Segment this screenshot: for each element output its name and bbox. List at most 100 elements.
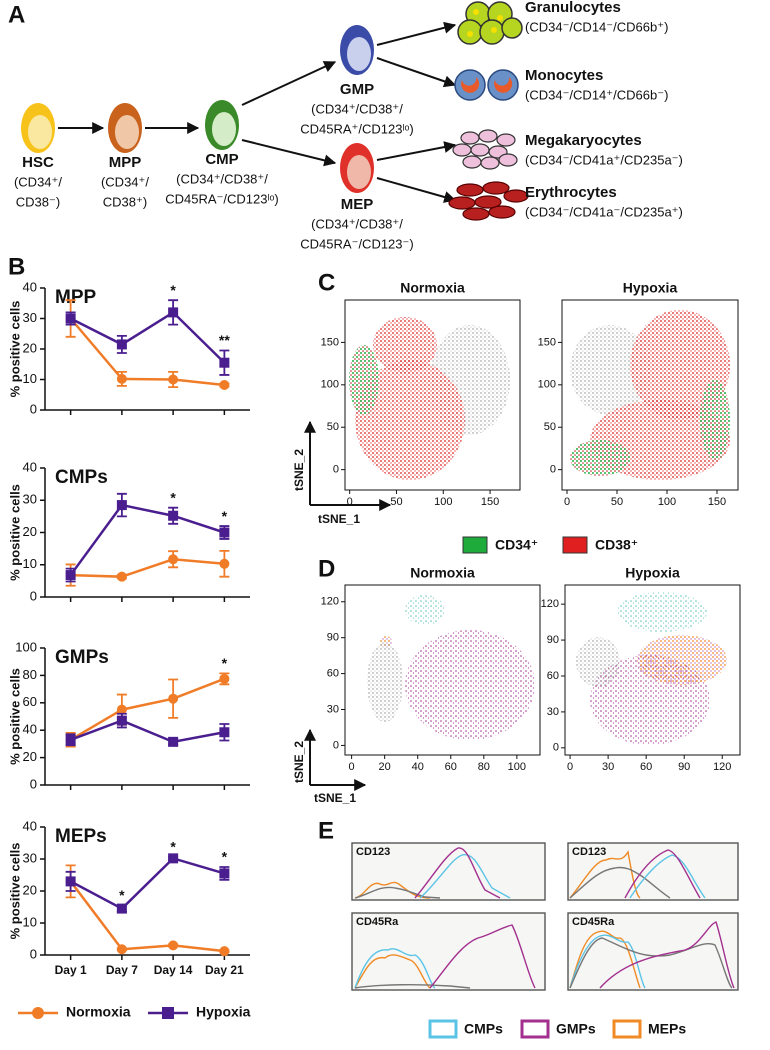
y-tick-label: 40 — [23, 818, 37, 833]
x-tick-label: Day 7 — [106, 963, 138, 977]
data-point — [219, 946, 230, 957]
node-label: MEP — [341, 196, 374, 213]
chart-title: MEPs — [55, 826, 107, 847]
y-tick-label: 10 — [23, 556, 37, 571]
y-tick-label: 120 — [541, 598, 559, 610]
y-tick-label: 100 — [538, 379, 556, 391]
panel-label: E — [318, 817, 334, 844]
y-tick-label: 30 — [23, 310, 37, 325]
y-axis-label: % positive cells — [7, 843, 22, 940]
x-tick-label: Day 1 — [55, 963, 87, 977]
y-tick-label: 0 — [30, 776, 37, 791]
axis-label: tSNE_1 — [318, 512, 360, 526]
y-tick-label: 150 — [321, 336, 339, 348]
y-tick-label: 120 — [321, 596, 339, 608]
y-tick-label: 80 — [23, 667, 37, 682]
data-point — [116, 339, 127, 350]
y-tick-label: 100 — [15, 639, 37, 654]
legend-marker — [162, 1007, 174, 1019]
y-tick-label: 60 — [547, 670, 559, 682]
x-tick-label: 0 — [347, 496, 353, 508]
x-tick-label: 100 — [508, 761, 526, 773]
node-markers: CD38⁻) — [16, 194, 60, 209]
axis-label: tSNE_2 — [292, 449, 306, 491]
node-label: MPP — [109, 154, 142, 171]
node-markers: (CD34⁺/ — [101, 174, 149, 189]
data-point — [116, 944, 127, 955]
node-markers: CD45RA⁻/CD123⁻) — [300, 236, 413, 251]
significance: ** — [219, 332, 230, 348]
panel-label: D — [318, 555, 335, 582]
significance: * — [170, 838, 176, 854]
node-markers: (CD34⁻/CD41a⁻/CD235a⁺) — [525, 204, 683, 219]
y-axis-label: % positive cells — [7, 301, 22, 398]
x-tick-label: 20 — [379, 761, 391, 773]
chart-title: MPP — [55, 287, 97, 308]
significance: * — [170, 489, 176, 505]
significance: * — [119, 887, 125, 903]
y-tick-label: 90 — [547, 634, 559, 646]
y-tick-label: 100 — [321, 379, 339, 391]
node-label: Erythrocytes — [525, 184, 617, 201]
y-tick-label: 20 — [23, 524, 37, 539]
node-markers: (CD34⁻/CD41a⁺/CD235a⁻) — [525, 152, 683, 167]
x-tick-label: 40 — [412, 761, 424, 773]
node-label: Monocytes — [525, 67, 603, 84]
significance: * — [222, 655, 228, 671]
data-point — [219, 379, 230, 390]
y-tick-label: 60 — [23, 694, 37, 709]
plot-frame — [564, 584, 741, 756]
panel-label: B — [8, 253, 25, 280]
series-line — [69, 317, 225, 387]
y-tick-label: 30 — [327, 703, 339, 715]
data-point — [116, 715, 127, 726]
x-tick-label: 0 — [567, 761, 573, 773]
significance: * — [222, 508, 228, 524]
data-point — [65, 313, 76, 324]
data-point — [168, 853, 179, 864]
y-tick-label: 30 — [23, 850, 37, 865]
legend-label: Hypoxia — [196, 1004, 251, 1020]
legend-label: Normoxia — [66, 1004, 131, 1020]
data-point — [168, 510, 179, 521]
node-label: HSC — [22, 154, 54, 171]
x-tick-label: 60 — [445, 761, 457, 773]
legend-swatch — [462, 536, 488, 554]
y-tick-label: 40 — [23, 279, 37, 294]
data-point — [168, 307, 179, 318]
legend-label: MEPs — [648, 1021, 686, 1037]
y-tick-label: 0 — [333, 464, 339, 476]
x-tick-label: 0 — [349, 761, 355, 773]
data-point — [65, 734, 76, 745]
x-tick-label: 60 — [640, 761, 652, 773]
x-tick-label: 50 — [390, 496, 402, 508]
series-line — [69, 880, 225, 953]
data-point — [168, 693, 179, 704]
node-markers: (CD34⁺/CD38⁺/ — [311, 216, 403, 231]
node-label: CMP — [205, 151, 238, 168]
y-tick-label: 90 — [327, 632, 339, 644]
x-tick-label: 90 — [678, 761, 690, 773]
node-markers: (CD34⁺/ — [14, 174, 62, 189]
legend-swatch — [428, 1019, 458, 1039]
legend-label: CMPs — [464, 1021, 503, 1037]
y-tick-label: 20 — [23, 882, 37, 897]
node-label: Megakaryocytes — [525, 132, 642, 149]
legend-label: CD34⁺ — [495, 537, 538, 553]
y-tick-label: 50 — [544, 421, 556, 433]
legend-label: GMPs — [556, 1021, 596, 1037]
data-point — [168, 374, 179, 385]
node-markers: CD45RA⁻/CD123ˡᵒ) — [165, 191, 279, 206]
x-tick-label: 150 — [708, 496, 726, 508]
plot-title: Normoxia — [400, 280, 465, 296]
panel-label: A — [8, 1, 25, 28]
axis-arrows — [304, 420, 392, 791]
node-markers: (CD34⁻/CD14⁺/CD66b⁻) — [525, 87, 668, 102]
significance: * — [170, 282, 176, 298]
y-tick-label: 0 — [30, 588, 37, 603]
legend-swatch — [520, 1019, 550, 1039]
x-tick-label: 50 — [611, 496, 623, 508]
y-tick-label: 40 — [23, 722, 37, 737]
significance: * — [222, 849, 228, 865]
